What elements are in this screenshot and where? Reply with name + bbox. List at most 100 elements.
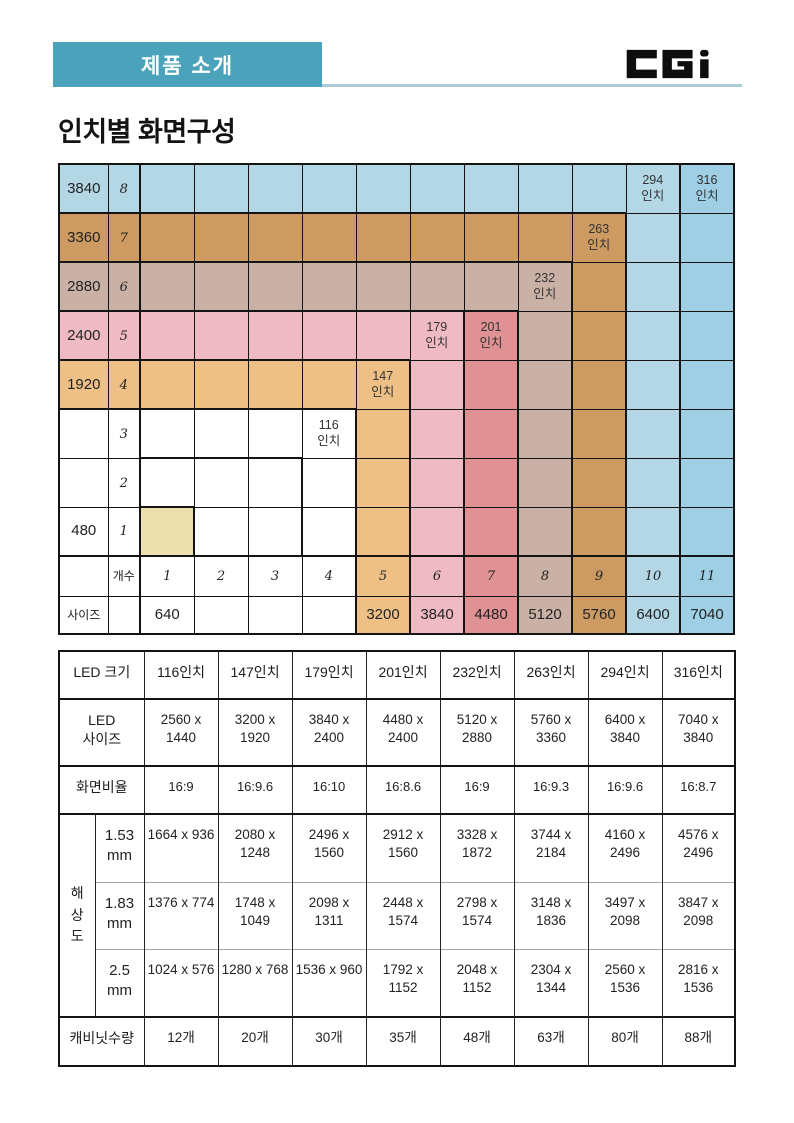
grid-count-cell: 11 [679,555,735,597]
grid-cell [301,310,357,361]
grid-count-value: 3 [270,569,280,585]
grid-cell [463,359,519,410]
grid-cell [625,506,681,557]
spec-ratio-cell: 16:8.6 [365,765,441,814]
grid-cell [625,261,681,312]
grid-size-label: 480 [71,522,97,540]
grid-sizevalue-cell: 5120 [517,595,573,635]
grid-rownum-cell: 2 [107,457,141,508]
grid-count-value: 5 [378,569,388,585]
spec-cabinet-cell: 12개 [143,1016,219,1066]
grid-cell [139,506,195,557]
grid-sizevalue-cell: 6400 [625,595,681,635]
grid-count-cell: 1 [139,555,195,597]
spec-resolution-cell: 4160 x 2496 [587,813,663,882]
grid-cell [193,310,249,361]
spec-led-dim-cell: 5760 x 3360 [513,698,589,766]
grid-cell [517,163,573,214]
grid-cell [409,506,465,557]
spec-row-led-size-headers: LED 크기 116인치 147인치 179인치 201인치 232인치 263인치 294인… [58,651,736,699]
spec-resolution-cell: 3328 x 1872 [439,813,515,882]
grid-cell [463,163,519,214]
grid-count-cell: 9 [571,555,627,597]
grid-cell [139,457,195,508]
grid-count-cell: 6 [409,555,465,597]
spec-cabinet-cell: 48개 [439,1016,515,1066]
grid-cell [193,506,249,557]
grid-inch-label: 232 인치 [533,271,557,301]
grid-cell [301,163,357,214]
grid-cell [139,163,195,214]
grid-count-value: 9 [594,569,604,585]
spec-cabinet-label: 캐비닛수량 [58,1016,145,1066]
spec-resolution-cell: 3847 x 2098 [661,881,736,949]
grid-rownum-label: 8 [119,181,128,197]
spec-size-header-cell: 316인치 [661,651,736,699]
grid-cell [625,457,681,508]
grid-size-value: 4480 [474,605,508,623]
grid-size-label: 3840 [67,179,101,197]
grid-size-label-cell: 3840 [58,163,109,214]
grid-cell [139,261,195,312]
spec-ratio-cell: 16:10 [291,765,367,814]
grid-cell [517,506,573,557]
spec-pitch-label: 2.5 mm [94,948,145,1017]
spec-resolution-label: 해 상 도 [58,813,96,1017]
grid-size-value: 6400 [636,605,670,623]
spec-cabinet-cell: 63개 [513,1016,589,1066]
grid-cell [193,457,249,508]
grid-cell: 201 인치 [463,310,519,361]
grid-count-header: 개수 [112,569,135,584]
grid-count-value: 4 [324,569,333,585]
spec-resolution-cell: 2816 x 1536 [661,948,736,1017]
grid-rownum-label: 3 [119,426,128,442]
grid-cell [247,212,303,263]
spec-row-cabinet-count: 캐비닛수량 12개 20개 30개 35개 48개 63개 80개 88개 [58,1016,736,1066]
spec-resolution-cell: 4576 x 2496 [661,813,736,882]
grid-sizevalue-cell: 3840 [409,595,465,635]
spec-resolution-cell: 1536 x 960 [291,948,367,1017]
grid-inch-label: 263 인치 [587,222,611,252]
grid-rownum-label: 6 [119,279,128,295]
spec-resolution-cell: 2304 x 1344 [513,948,589,1017]
grid-cell: 263 인치 [571,212,627,263]
grid-cell [301,457,357,508]
spec-cabinet-cell: 88개 [661,1016,736,1066]
grid-cell [679,408,735,459]
spec-table-wrap: LED 크기 116인치 147인치 179인치 201인치 232인치 263인치 294인… [58,650,737,1067]
grid-count-cell: 2 [193,555,249,597]
spec-resolution-cell: 3744 x 2184 [513,813,589,882]
grid-cell [247,359,303,410]
grid-cell [463,457,519,508]
spec-led-dim-cell: 4480 x 2400 [365,698,441,766]
grid-rownum-cell: 1 [107,506,141,557]
grid-inch-label: 116 인치 [317,418,341,448]
grid-cell [355,408,411,459]
grid-count-cell: 7 [463,555,519,597]
spec-ratio-cell: 16:9.3 [513,765,589,814]
grid-size-label-cell: 1920 [58,359,109,410]
grid-cell [193,359,249,410]
grid-cell [679,359,735,410]
grid-size-label-cell: 3360 [58,212,109,263]
grid-cell [625,212,681,263]
header-underline [322,84,742,87]
grid-sizevalue-cell: 3200 [355,595,411,635]
spec-resolution-cell: 1024 x 576 [143,948,219,1017]
grid-cell [301,261,357,312]
spec-resolution-cell: 3148 x 1836 [513,881,589,949]
grid-cell [463,212,519,263]
grid-sizevalue-cell [193,595,249,635]
spec-resolution-cell: 2560 x 1536 [587,948,663,1017]
grid-empty-cell [58,555,109,597]
grid-size-label: 2880 [67,277,101,295]
grid-cell [139,408,195,459]
grid-cell [625,359,681,410]
spec-size-header-cell: 116인치 [143,651,219,699]
spec-row-led-dimensions: LED 사이즈 2560 x 1440 3200 x 1920 3840 x 2400… [58,698,736,766]
grid-row: 480 1 [58,506,735,557]
grid-row: 3 116 인치 [58,408,735,459]
grid-cell [463,408,519,459]
grid-count-cell: 8 [517,555,573,597]
spec-led-dim-cell: 3200 x 1920 [217,698,293,766]
